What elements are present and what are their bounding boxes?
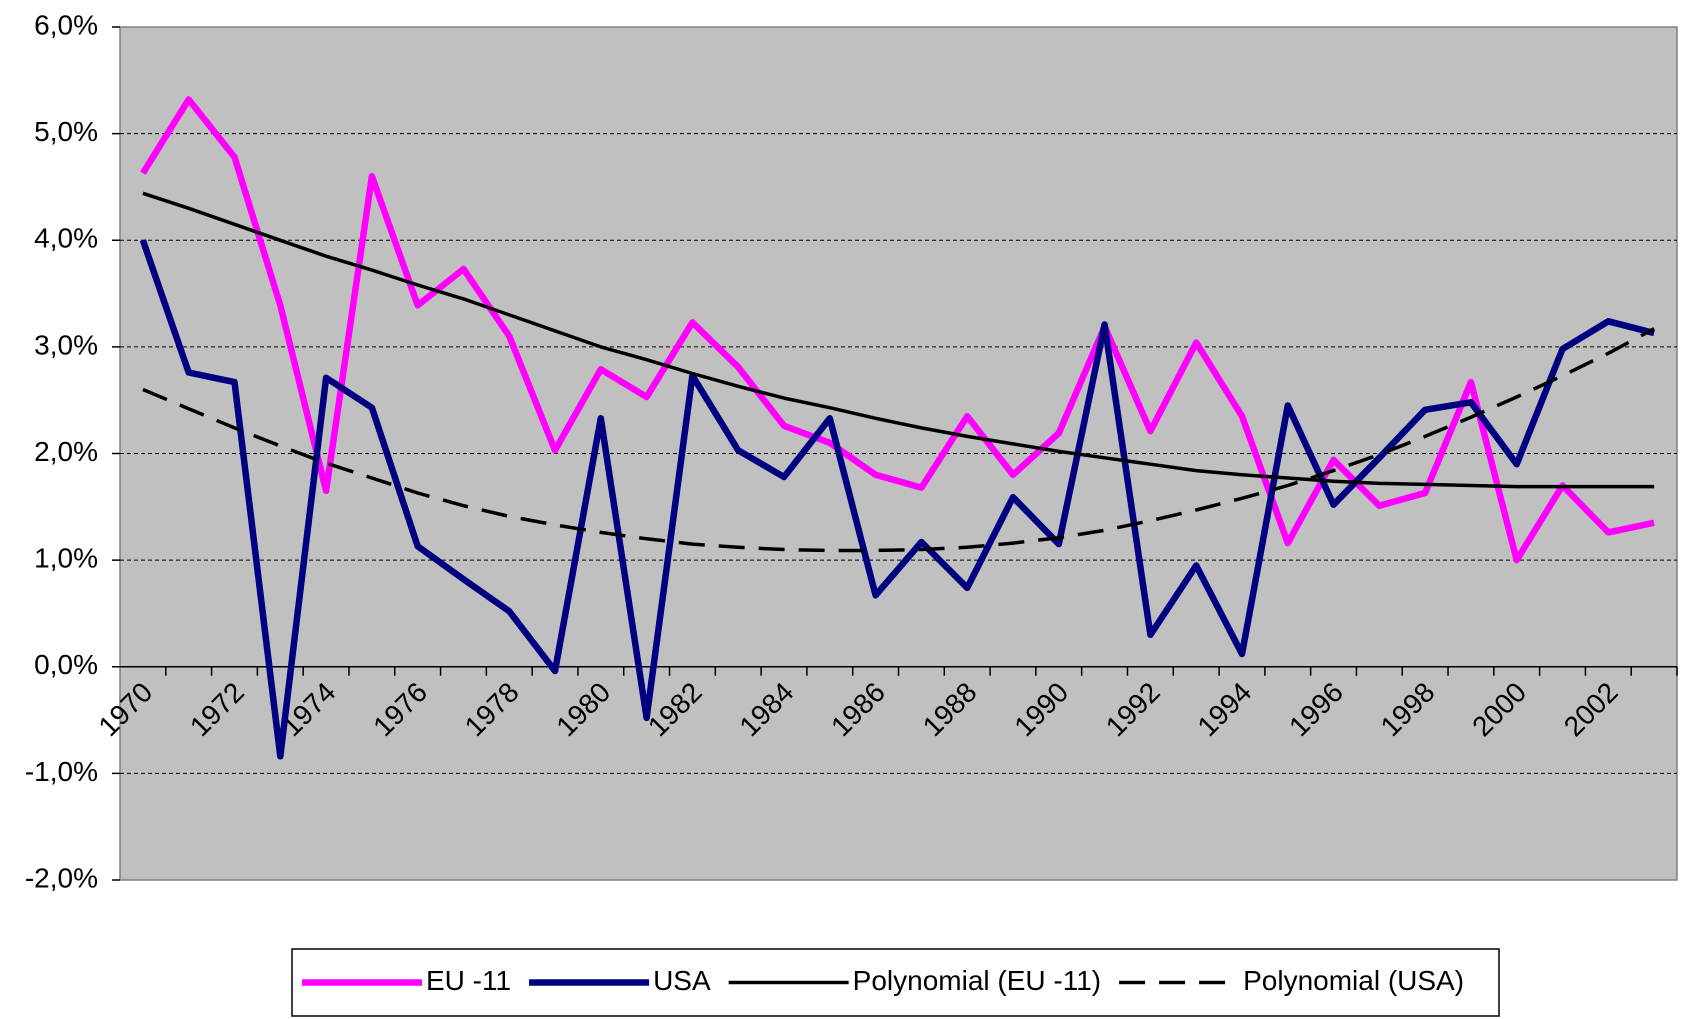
y-tick-label: 5,0% <box>34 116 98 147</box>
y-tick-label: 3,0% <box>34 329 98 360</box>
series-line <box>142 191 1655 489</box>
legend-label: Polynomial (EU -11) <box>853 965 1101 996</box>
series-line <box>142 327 1655 553</box>
y-tick-label: 2,0% <box>34 436 98 467</box>
y-tick-label: 4,0% <box>34 223 98 254</box>
y-tick-label: -2,0% <box>25 862 98 893</box>
y-tick-label: 6,0% <box>34 9 98 40</box>
y-tick-label: 0,0% <box>34 649 98 680</box>
series-line <box>139 239 1655 760</box>
legend: EU -11 USA Polynomial (EU -11) Polynomial (… <box>291 948 1500 1017</box>
legend-label: Polynomial (USA) <box>1243 965 1464 996</box>
series-line <box>140 96 1655 564</box>
legend-box <box>291 948 1500 1017</box>
legend-label: USA <box>653 965 711 996</box>
legend-label: EU -11 <box>426 965 511 996</box>
y-tick-label: 1,0% <box>34 543 98 574</box>
y-tick-label: -1,0% <box>25 756 98 787</box>
